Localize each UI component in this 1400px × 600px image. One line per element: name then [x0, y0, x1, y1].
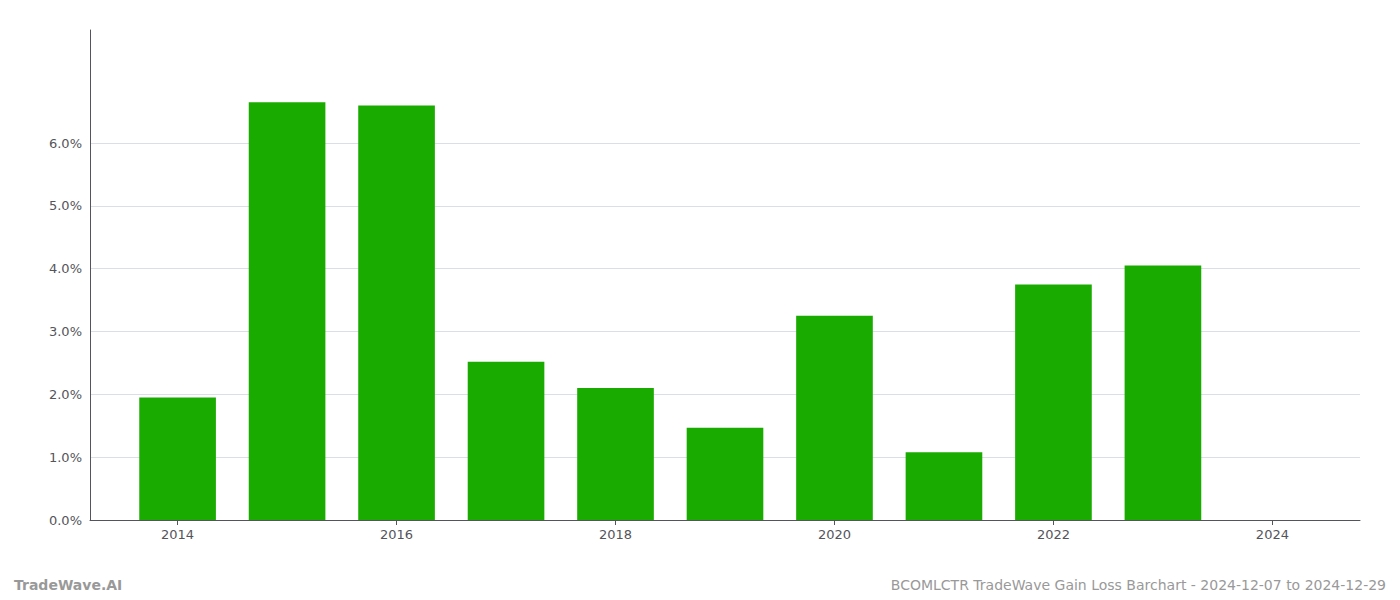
svg-text:2.0%: 2.0% [49, 387, 82, 402]
svg-text:2022: 2022 [1037, 527, 1070, 542]
svg-text:BCOMLCTR TradeWave Gain Loss B: BCOMLCTR TradeWave Gain Loss Barchart - … [891, 577, 1386, 593]
svg-text:1.0%: 1.0% [49, 450, 82, 465]
svg-text:3.0%: 3.0% [49, 324, 82, 339]
svg-text:2024: 2024 [1256, 527, 1289, 542]
svg-text:2016: 2016 [380, 527, 413, 542]
svg-text:2014: 2014 [161, 527, 194, 542]
svg-text:TradeWave.AI: TradeWave.AI [14, 577, 122, 593]
svg-text:5.0%: 5.0% [49, 198, 82, 213]
svg-text:4.0%: 4.0% [49, 261, 82, 276]
svg-text:0.0%: 0.0% [49, 513, 82, 528]
svg-text:2020: 2020 [818, 527, 851, 542]
svg-text:6.0%: 6.0% [49, 136, 82, 151]
svg-text:2018: 2018 [599, 527, 632, 542]
